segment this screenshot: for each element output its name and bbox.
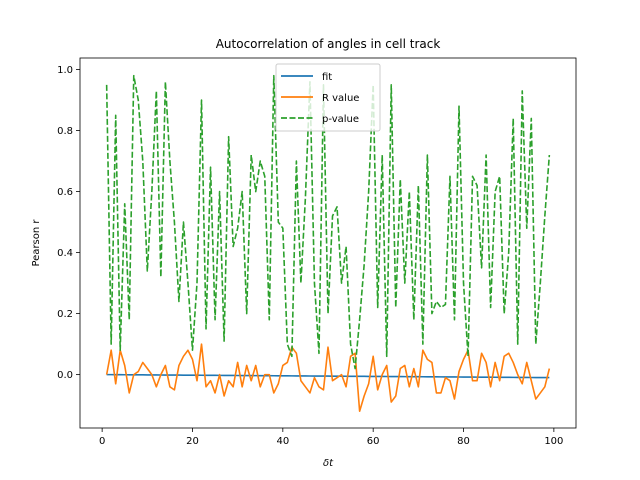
y-tick-label: 0.8	[57, 126, 73, 137]
x-tick-label: 100	[544, 436, 563, 447]
x-tick-label: 60	[367, 436, 380, 447]
y-tick-label: 0.0	[57, 370, 73, 381]
y-tick-label: 0.2	[57, 309, 73, 320]
plot-area	[105, 74, 551, 413]
x-axis: 0 20 40 60 80 100	[99, 428, 563, 447]
legend-label-fit: fit	[322, 72, 332, 83]
x-axis-label: δt	[323, 458, 334, 469]
legend: fit R value p-value	[275, 63, 381, 132]
x-tick-label: 20	[186, 436, 199, 447]
series-line-r-value	[105, 343, 551, 413]
chart-title: Autocorrelation of angles in cell track	[216, 37, 441, 51]
legend-label-p-value: p-value	[322, 114, 359, 125]
legend-box	[275, 63, 381, 132]
y-tick-label: 0.6	[57, 187, 73, 198]
axes-frame	[79, 57, 577, 429]
series-line-fit	[106, 373, 550, 379]
y-axis: 0.0 0.2 0.4 0.6 0.8 1.0	[57, 65, 80, 381]
x-tick-label: 40	[276, 436, 289, 447]
y-tick-label: 1.0	[57, 65, 73, 76]
y-tick-label: 0.4	[57, 248, 73, 259]
y-axis-label: Pearson r	[31, 219, 42, 267]
legend-label-r-value: R value	[322, 93, 359, 104]
x-tick-label: 80	[457, 436, 470, 447]
x-tick-label: 0	[99, 436, 105, 447]
